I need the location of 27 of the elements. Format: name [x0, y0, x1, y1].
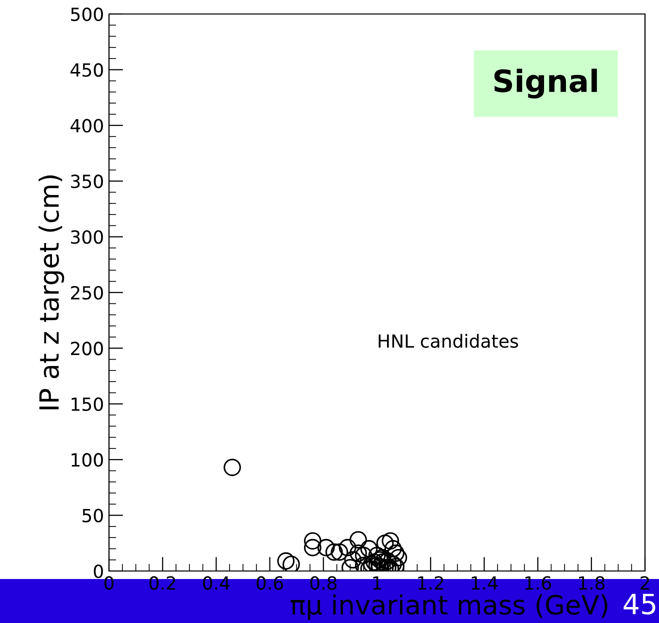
annotation: HNL candidates — [378, 334, 518, 348]
y-tick-label: 450 — [70, 63, 103, 77]
y-tick-label: 200 — [71, 342, 103, 356]
x-tick-label: 0.6 — [256, 576, 284, 590]
x-tick-label: 1.2 — [418, 576, 444, 590]
y-tick-label: 350 — [71, 174, 103, 188]
y-tick-label: 100 — [72, 453, 103, 467]
x-tick-label: 1.4 — [472, 576, 498, 590]
x-axis-title: πμ invariant mass (GeV) — [290, 594, 608, 620]
x-tick-label: 0.4 — [203, 576, 230, 590]
y-tick-label: 150 — [72, 397, 103, 412]
x-tick-label: 0 — [104, 576, 114, 590]
x-tick-label: 1.6 — [525, 576, 552, 590]
x-tick-label: 2 — [640, 576, 649, 590]
y-axis-title: IP at z target (cm) — [38, 175, 64, 410]
y-tick-label: 0 — [94, 564, 103, 578]
y-tick-label: 500 — [71, 7, 103, 22]
x-tick-label: 1 — [373, 576, 382, 590]
x-tick-label: 0.2 — [149, 576, 176, 590]
annotation: Signal — [494, 68, 597, 99]
y-tick-label: 50 — [82, 508, 103, 522]
x-tick-label: 1.8 — [579, 576, 605, 590]
x-tick-label: 0.8 — [310, 576, 337, 590]
text: 45 — [624, 594, 656, 615]
y-tick-label: 250 — [71, 286, 103, 300]
y-tick-label: 300 — [71, 230, 103, 244]
y-tick-label: 400 — [70, 118, 103, 133]
